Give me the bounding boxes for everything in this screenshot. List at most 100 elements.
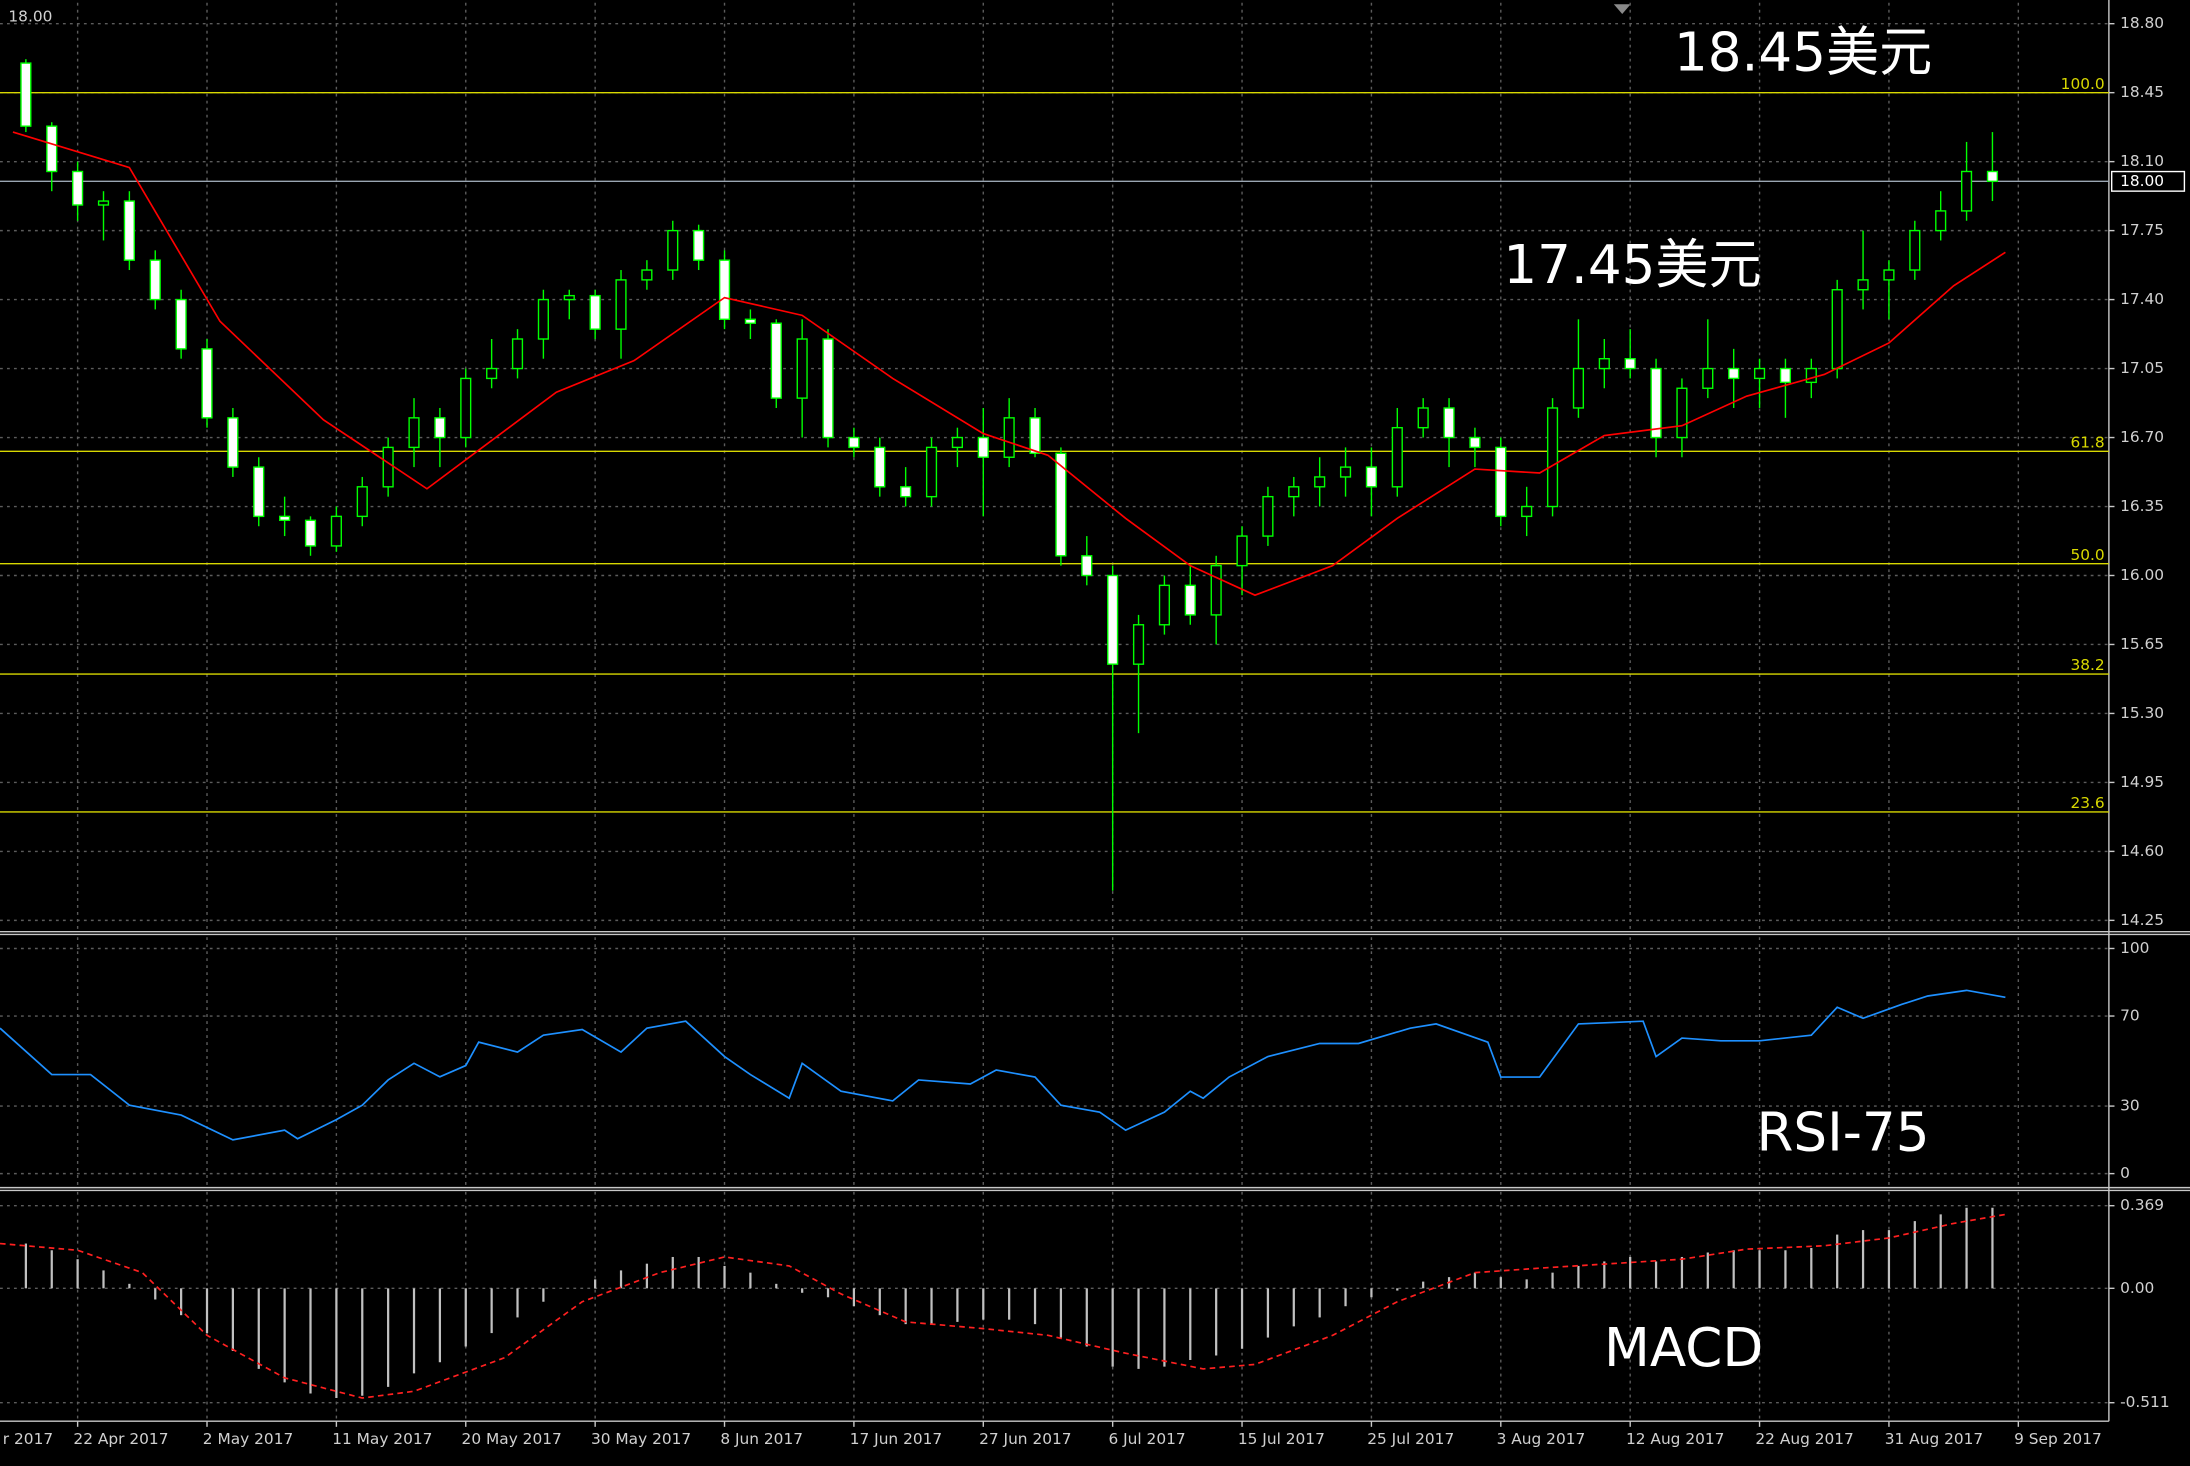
candle-body <box>848 436 860 449</box>
y-tick-label: 70 <box>2120 1007 2140 1025</box>
candle-body <box>1857 279 1869 291</box>
x-tick-label: 8 Jun 2017 <box>720 1430 803 1448</box>
candle-body <box>1003 417 1015 458</box>
x-tick-label: 22 Apr 2017 <box>73 1430 168 1448</box>
candle-body <box>1132 624 1145 665</box>
candle-body <box>1728 367 1740 380</box>
y-tick-label: 0 <box>2120 1164 2130 1182</box>
top-label: 18.00 <box>8 7 52 25</box>
candle-body <box>1029 417 1041 455</box>
moving-average <box>12 131 2006 597</box>
candle-body <box>1986 170 1999 183</box>
candle-body <box>330 515 342 547</box>
indicator-line <box>0 989 2006 1141</box>
candle-body <box>537 298 549 340</box>
candle-body <box>227 417 239 468</box>
y-tick-label: 16.00 <box>2120 566 2164 584</box>
y-tick-label: 100 <box>2120 939 2149 957</box>
y-tick-label: 17.40 <box>2120 290 2164 308</box>
candle-body <box>72 170 84 206</box>
candle-body <box>1805 367 1817 384</box>
candle-body <box>1495 446 1507 518</box>
candle-body <box>1702 367 1714 389</box>
y-tick-label: 18.10 <box>2120 152 2164 170</box>
candle-body <box>97 200 110 206</box>
candle-body <box>1883 269 1895 281</box>
fib-level-label: 23.6 <box>2070 794 2104 812</box>
y-tick-label: 18.45 <box>2120 83 2164 101</box>
annotation: 18.45美元 <box>1674 22 1932 84</box>
candle-body <box>1365 466 1378 488</box>
candle-body <box>1598 358 1610 370</box>
candle-body <box>511 338 524 370</box>
x-tick-label: 17 Jun 2017 <box>850 1430 942 1448</box>
candle-body <box>925 446 938 498</box>
x-tick-label: 20 May 2017 <box>462 1430 562 1448</box>
candle-body <box>1391 426 1403 488</box>
candle-body <box>744 318 756 324</box>
candle-body <box>1831 289 1843 370</box>
fib-level-label: 100.0 <box>2061 75 2105 93</box>
candle-body <box>900 486 912 498</box>
y-tick-label: 0.00 <box>2120 1279 2154 1297</box>
x-tick-label: 25 Jul 2017 <box>1367 1430 1454 1448</box>
y-tick-label: 16.35 <box>2120 497 2164 515</box>
candle-body <box>1521 505 1533 518</box>
y-tick-label: 14.25 <box>2120 911 2164 929</box>
candle-body <box>1055 452 1067 557</box>
candle-body <box>201 348 213 419</box>
y-tick-label: 14.95 <box>2120 773 2164 791</box>
candle-body <box>1960 170 1973 212</box>
y-tick-label: 18.80 <box>2120 14 2164 32</box>
candle-body <box>253 466 265 518</box>
candle-body <box>641 269 653 281</box>
x-tick-label: 31 Aug 2017 <box>1885 1430 1983 1448</box>
candle-body <box>1676 387 1688 439</box>
candle-body <box>356 486 368 518</box>
candle-body <box>20 62 32 127</box>
candle-body <box>175 298 187 350</box>
candle-body <box>1572 367 1585 409</box>
current-price-label: 18.00 <box>2120 172 2164 190</box>
candle-body <box>1210 564 1222 616</box>
candle-body <box>304 519 317 547</box>
candle-body <box>1288 486 1300 498</box>
x-tick-label: 3 Aug 2017 <box>1497 1430 1586 1448</box>
signal-line <box>0 1213 2006 1399</box>
candle-body <box>1314 476 1326 488</box>
candle-body <box>796 338 808 399</box>
y-tick-label: 17.05 <box>2120 359 2164 377</box>
y-tick-label: -0.511 <box>2120 1393 2170 1411</box>
candle-body <box>1184 584 1196 616</box>
candle-body <box>149 259 161 301</box>
candle-body <box>46 125 58 173</box>
candle-body <box>589 294 601 330</box>
candle-body <box>1158 584 1171 626</box>
candle-body <box>460 377 472 439</box>
candle-body <box>1753 367 1766 380</box>
candle-body <box>382 446 394 488</box>
candle-body <box>1443 407 1455 439</box>
shift-marker <box>1613 4 1631 14</box>
candle-body <box>874 446 886 488</box>
candle-body <box>615 279 627 330</box>
candle-body <box>279 515 291 522</box>
candle-body <box>1546 407 1559 508</box>
indicator-label: RSI-75 <box>1756 1102 1929 1164</box>
x-tick-label: 22 Aug 2017 <box>1755 1430 1853 1448</box>
y-tick-label: 14.60 <box>2120 842 2164 860</box>
x-tick-label: 9 Sep 2017 <box>2014 1430 2102 1448</box>
x-tick-label: 30 May 2017 <box>591 1430 691 1448</box>
candle-body <box>563 294 575 301</box>
x-tick-label: 15 Jul 2017 <box>1238 1430 1325 1448</box>
x-tick-label: 11 May 2017 <box>332 1430 432 1448</box>
candle-body <box>1779 367 1792 384</box>
annotation: 17.45美元 <box>1503 234 1761 296</box>
candle-body <box>1417 407 1429 429</box>
y-tick-label: 16.70 <box>2120 428 2164 446</box>
y-tick-label: 17.75 <box>2120 221 2164 239</box>
x-tick-label: 27 Jun 2017 <box>979 1430 1071 1448</box>
x-tick-label: r 2017 <box>3 1430 53 1448</box>
